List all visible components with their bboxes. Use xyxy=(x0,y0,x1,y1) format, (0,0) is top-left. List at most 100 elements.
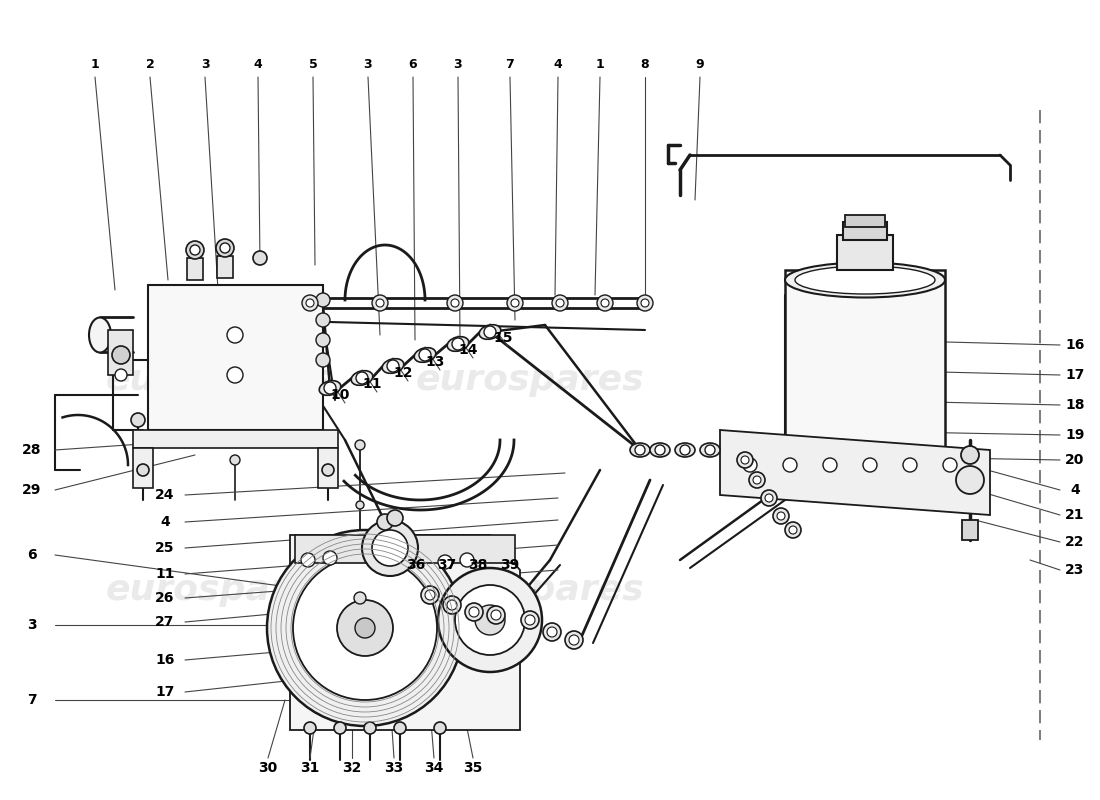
Text: 12: 12 xyxy=(394,366,412,380)
Text: 3: 3 xyxy=(453,58,462,71)
Circle shape xyxy=(785,522,801,538)
Circle shape xyxy=(741,456,749,464)
Circle shape xyxy=(764,494,773,502)
Text: 17: 17 xyxy=(1065,368,1085,382)
Circle shape xyxy=(216,239,234,257)
Bar xyxy=(785,270,945,470)
Circle shape xyxy=(306,299,313,307)
Circle shape xyxy=(447,600,456,610)
Bar xyxy=(187,258,204,280)
Text: 26: 26 xyxy=(155,591,175,605)
Circle shape xyxy=(956,466,984,494)
Bar xyxy=(217,256,233,278)
Ellipse shape xyxy=(795,266,935,294)
Text: 18: 18 xyxy=(1065,398,1085,412)
Circle shape xyxy=(316,293,330,307)
Bar xyxy=(318,448,338,488)
Circle shape xyxy=(737,452,754,468)
Text: 30: 30 xyxy=(258,761,277,775)
Circle shape xyxy=(789,526,797,534)
Circle shape xyxy=(227,327,243,343)
Text: 27: 27 xyxy=(155,615,175,629)
Bar xyxy=(837,235,893,270)
Circle shape xyxy=(421,586,439,604)
Text: 29: 29 xyxy=(22,483,42,497)
Text: 4: 4 xyxy=(553,58,562,71)
Circle shape xyxy=(302,295,318,311)
Circle shape xyxy=(372,295,388,311)
Text: 1: 1 xyxy=(595,58,604,71)
Circle shape xyxy=(377,514,393,530)
Circle shape xyxy=(112,346,130,364)
Text: 28: 28 xyxy=(22,443,42,457)
Circle shape xyxy=(316,333,330,347)
Ellipse shape xyxy=(630,443,650,457)
Ellipse shape xyxy=(89,318,111,353)
Polygon shape xyxy=(720,430,990,515)
Text: 25: 25 xyxy=(155,541,175,555)
Text: eurospares: eurospares xyxy=(416,363,645,397)
Text: 32: 32 xyxy=(342,761,362,775)
Text: 37: 37 xyxy=(438,558,456,572)
Text: 38: 38 xyxy=(469,558,487,572)
Text: 16: 16 xyxy=(155,653,175,667)
Circle shape xyxy=(355,618,375,638)
Text: eurospares: eurospares xyxy=(106,363,334,397)
Ellipse shape xyxy=(415,348,436,362)
Text: 24: 24 xyxy=(155,488,175,502)
Circle shape xyxy=(316,353,330,367)
Text: 20: 20 xyxy=(1065,453,1085,467)
Ellipse shape xyxy=(700,443,720,457)
Circle shape xyxy=(512,299,519,307)
Circle shape xyxy=(742,458,757,472)
Circle shape xyxy=(491,610,501,620)
Bar xyxy=(962,520,978,540)
Circle shape xyxy=(601,299,609,307)
Ellipse shape xyxy=(480,325,501,339)
Circle shape xyxy=(355,440,365,450)
Bar xyxy=(133,448,153,488)
Circle shape xyxy=(387,510,403,526)
Ellipse shape xyxy=(785,450,945,474)
Text: 23: 23 xyxy=(1065,563,1085,577)
Circle shape xyxy=(903,458,917,472)
Bar xyxy=(133,430,338,448)
Text: 3: 3 xyxy=(200,58,209,71)
Text: 31: 31 xyxy=(300,761,320,775)
Circle shape xyxy=(773,508,789,524)
Circle shape xyxy=(190,245,200,255)
Circle shape xyxy=(337,600,393,656)
Circle shape xyxy=(220,243,230,253)
Text: 7: 7 xyxy=(28,693,36,707)
Text: 6: 6 xyxy=(409,58,417,71)
Circle shape xyxy=(525,615,535,625)
Circle shape xyxy=(475,605,505,635)
Circle shape xyxy=(116,369,127,381)
Polygon shape xyxy=(290,535,520,730)
Text: 19: 19 xyxy=(1065,428,1085,442)
Text: 7: 7 xyxy=(506,58,515,71)
Circle shape xyxy=(419,349,431,361)
Circle shape xyxy=(749,472,764,488)
Circle shape xyxy=(465,603,483,621)
Text: 3: 3 xyxy=(364,58,372,71)
Circle shape xyxy=(372,530,408,566)
Circle shape xyxy=(438,555,452,569)
Circle shape xyxy=(394,722,406,734)
Text: 1: 1 xyxy=(90,58,99,71)
Circle shape xyxy=(362,520,418,576)
Circle shape xyxy=(253,251,267,265)
Circle shape xyxy=(293,556,437,700)
Circle shape xyxy=(754,476,761,484)
Circle shape xyxy=(138,464,148,476)
Circle shape xyxy=(230,455,240,465)
Circle shape xyxy=(641,299,649,307)
Ellipse shape xyxy=(382,358,404,374)
Circle shape xyxy=(356,540,364,548)
Circle shape xyxy=(267,530,463,726)
Text: 13: 13 xyxy=(426,355,444,369)
Bar xyxy=(843,222,887,240)
Text: 4: 4 xyxy=(161,515,169,529)
Circle shape xyxy=(356,501,364,509)
Text: 11: 11 xyxy=(155,567,175,581)
